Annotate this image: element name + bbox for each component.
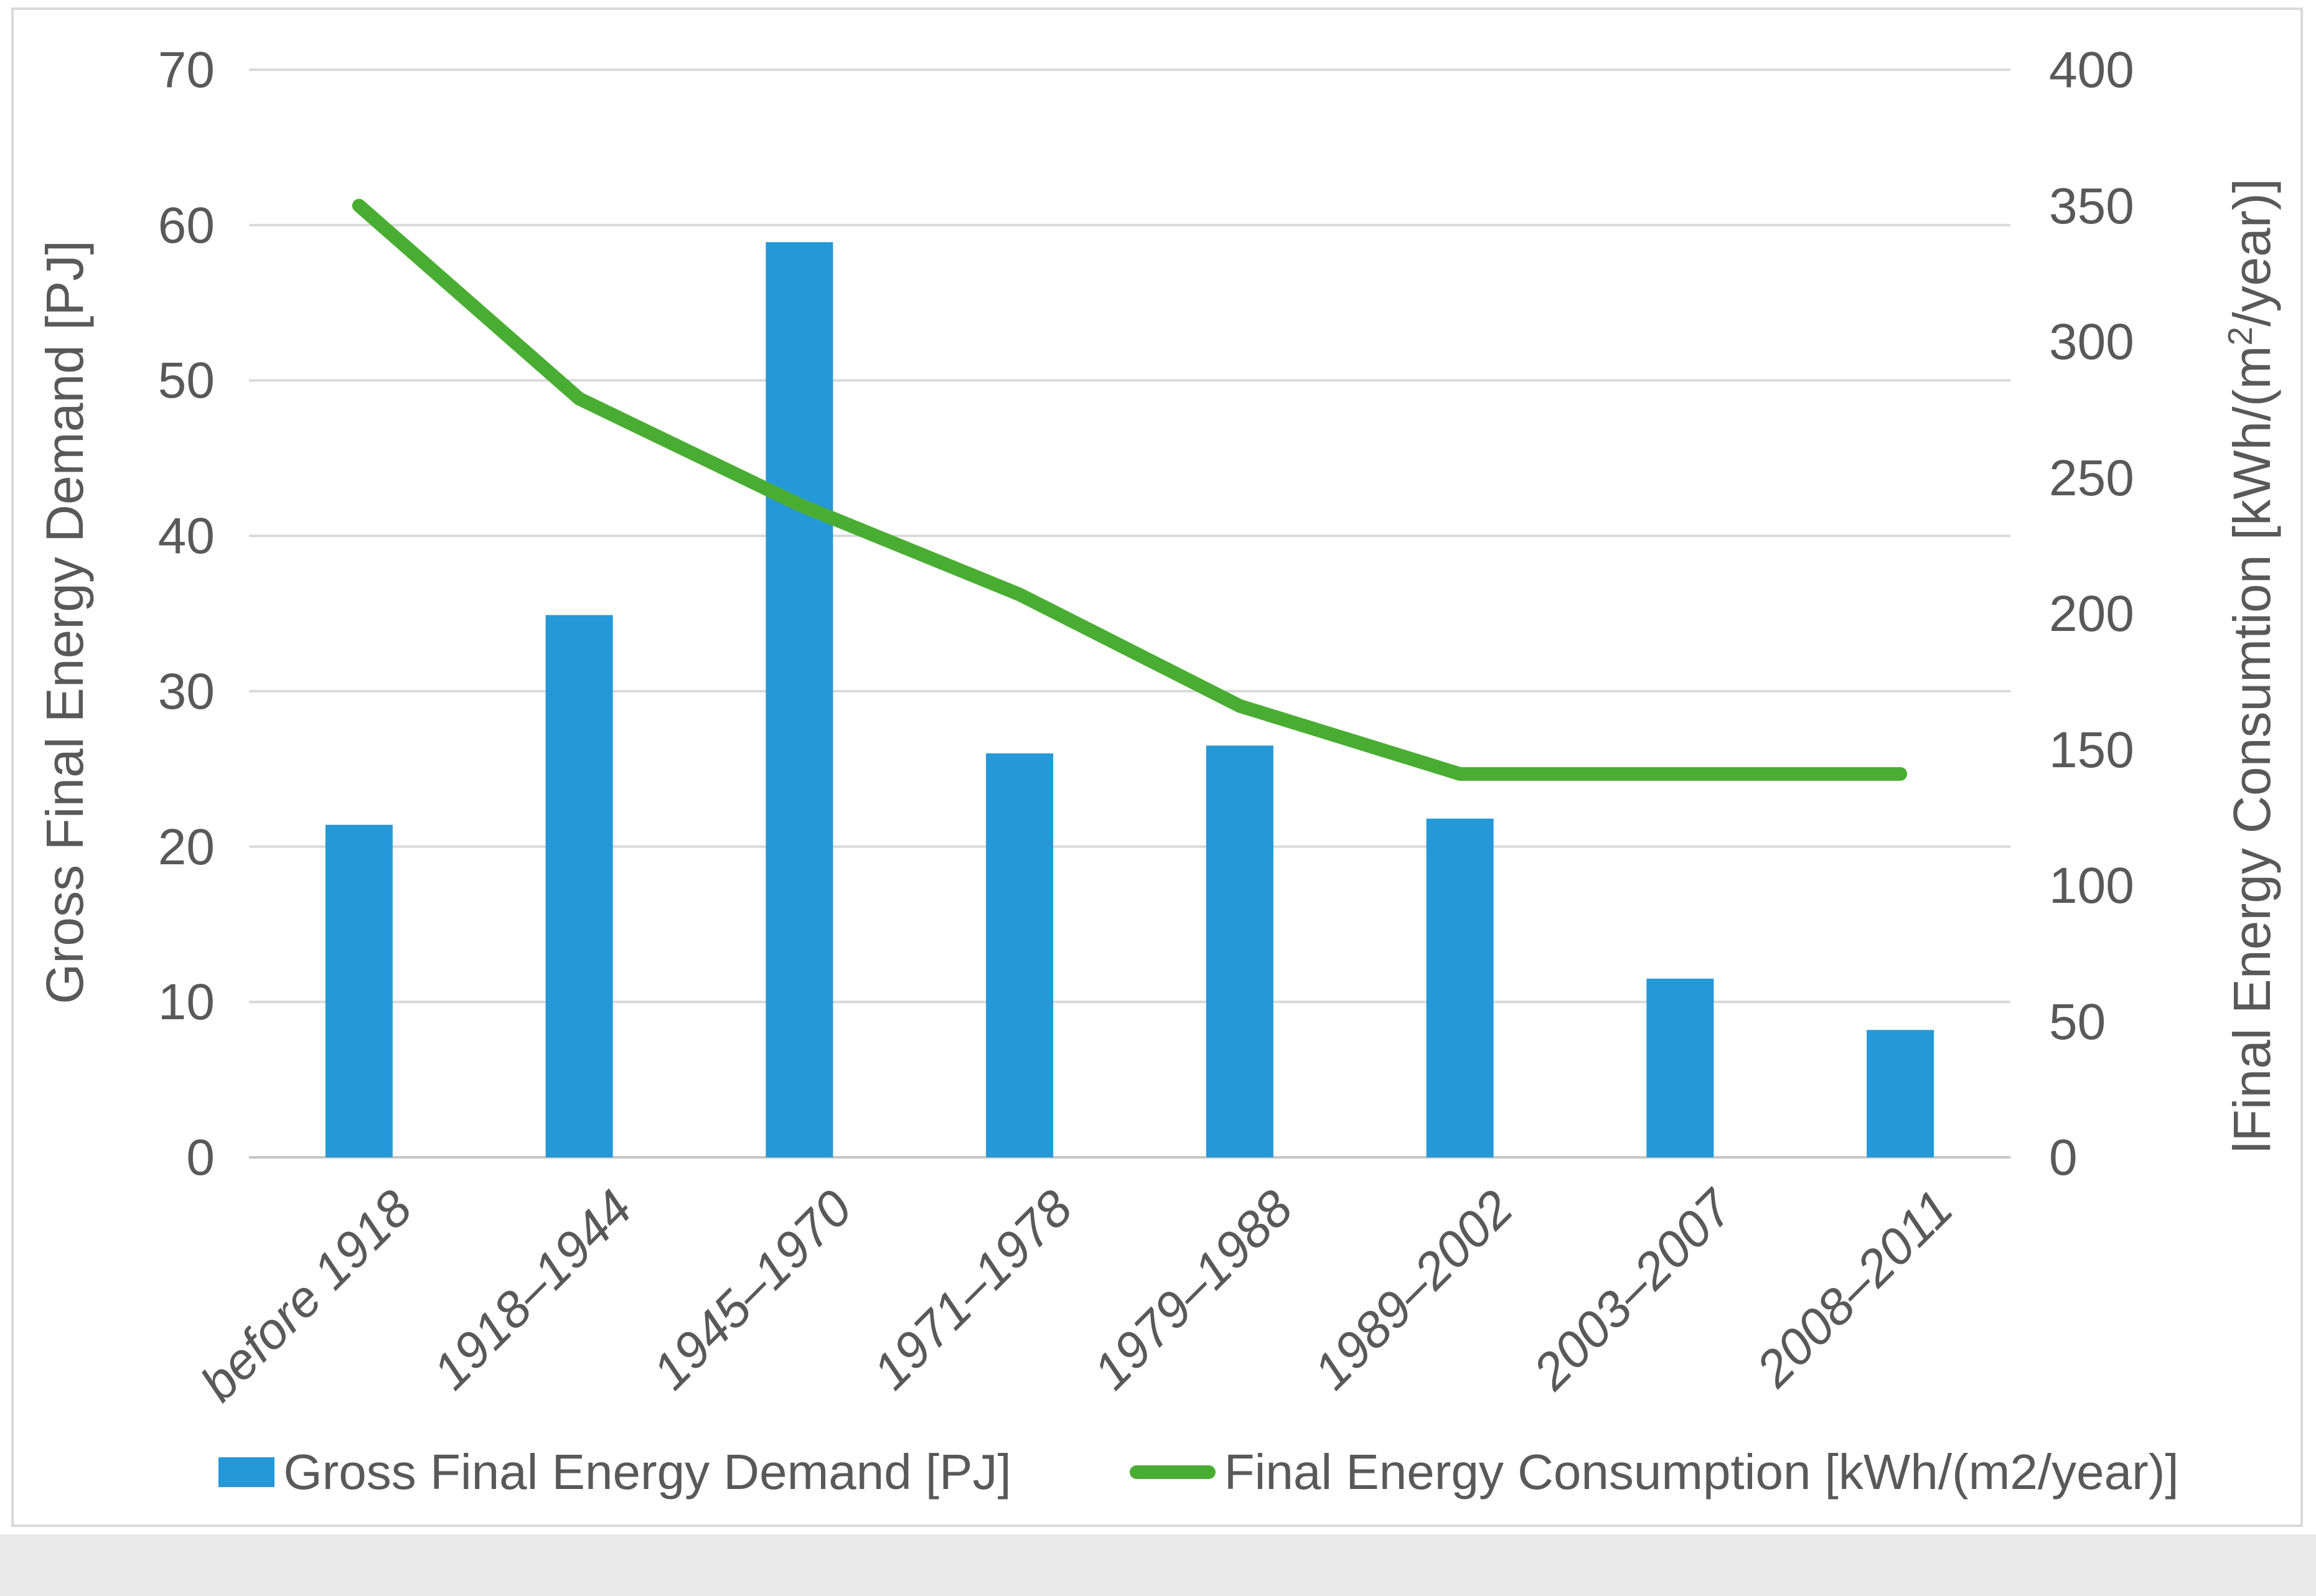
right-axis-tick: 250 [2049,450,2134,506]
left-axis-tick: 50 [157,352,215,409]
line-series [352,198,1908,781]
line-series-swatch-icon [1129,1465,1216,1479]
legend-bar-label: Gross Final Energy Demand [PJ] [283,1444,1011,1500]
bar-5 [1426,818,1494,1157]
bar-7 [1867,1030,1934,1157]
right-axis-tick: 100 [2049,857,2134,914]
bar-6 [1646,978,1714,1157]
chart-frame [11,7,2303,1527]
right-axis-tick: 350 [2049,178,2134,235]
left-axis-tick: 40 [157,508,215,564]
legend-item-bar-series: Gross Final Energy Demand [PJ] [218,1442,1011,1502]
gridlines [249,68,2010,1159]
right-axis-tick: 400 [2049,42,2134,98]
bar-3 [986,753,1054,1157]
legend-item-line-series: Final Energy Consumption [kWh/(m2/year)] [1129,1442,2179,1502]
right-axis-title-text: lFinal Energy Consumtion [kWh/(m [2223,345,2281,1154]
right-axis-tick: 300 [2049,314,2134,370]
right-axis-title: lFinal Energy Consumtion [kWh/(m2/year)] [2213,112,2281,1220]
left-axis-tick: 30 [157,663,215,720]
right-axis-tick: 0 [2049,1129,2078,1186]
right-axis-title-superscript: 2 [2221,326,2259,346]
left-axis-tick: 10 [157,974,215,1030]
bar-0 [325,824,393,1157]
legend: Gross Final Energy Demand [PJ] Final Ene… [0,1442,2292,1502]
left-axis-tick: 60 [157,197,215,254]
bar-4 [1206,745,1273,1157]
bar-series-swatch-icon [218,1457,275,1487]
left-axis-tick: 0 [186,1129,215,1186]
right-axis-tick: 50 [2049,994,2106,1050]
right-axis-tick: 200 [2049,586,2134,642]
left-axis-tick: 20 [157,819,215,875]
left-axis-title: Gross Final Energy Demand [PJ] [35,240,94,1004]
bar-1 [545,615,613,1157]
left-axis-tick: 70 [157,42,215,98]
bar-series [325,242,1934,1157]
legend-line-label: Final Energy Consumption [kWh/(m2/year)] [1224,1444,2179,1500]
right-axis-title-suffix: /year)] [2223,178,2281,327]
page-bottom-band [0,1534,2316,1596]
right-axis-tick: 150 [2049,722,2134,778]
bar-2 [766,242,833,1157]
